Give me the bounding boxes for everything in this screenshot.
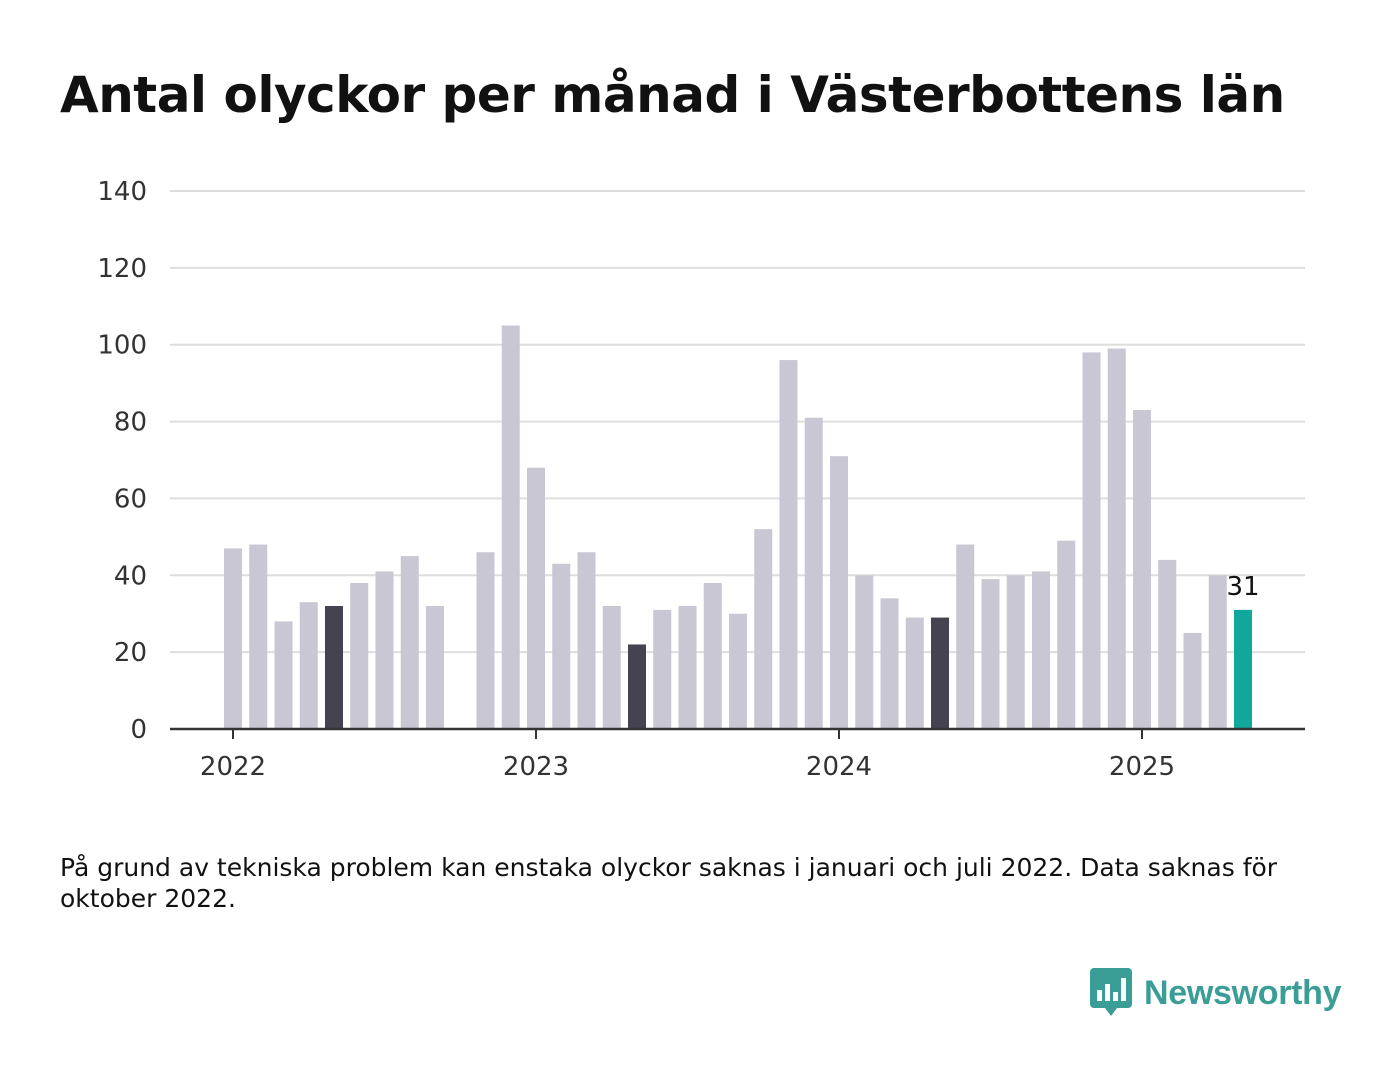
bar-2024-09 [1032, 571, 1050, 729]
bar-2024-12 [1107, 348, 1126, 729]
bar-2023-01 [527, 467, 545, 729]
latest-value-label: 31 [1226, 572, 1259, 602]
y-tick-label: 80 [114, 408, 147, 438]
x-tick-label: 2025 [1109, 752, 1175, 782]
chart-title: Antal olyckor per månad i Västerbottens … [60, 66, 1285, 124]
bar-chart: 0 20 40 60 80 100 120 140 2022 2023 2024 2025 31 [97, 177, 1305, 782]
bar-2024-05 [931, 617, 949, 729]
bar-2024-04 [905, 617, 924, 729]
bar-2024-03 [880, 598, 899, 729]
bar-2022-08 [400, 556, 419, 729]
bar-2025-04 [1208, 575, 1227, 729]
y-tick-label: 60 [114, 484, 147, 514]
x-tick-label: 2022 [200, 752, 266, 782]
bar-2024-08 [1006, 575, 1025, 729]
y-tick-label: 140 [97, 177, 147, 207]
bar-2024-07 [981, 579, 1000, 729]
bars [224, 325, 1252, 729]
bar-2023-07 [678, 606, 697, 729]
bar-2025-03 [1183, 632, 1202, 729]
bar-2022-11 [476, 552, 495, 729]
bar-2022-03 [274, 621, 293, 729]
x-tick-label: 2024 [806, 752, 872, 782]
bar-2022-06 [350, 582, 369, 729]
bar-2022-05 [325, 606, 343, 729]
bar-2022-04 [299, 602, 318, 729]
axes: 0 20 40 60 80 100 120 140 2022 2023 2024 2025 [97, 177, 1305, 782]
bar-2023-10 [754, 529, 773, 729]
bar-2025-01 [1133, 410, 1151, 729]
bar-2025-05 [1234, 609, 1252, 729]
brand-name: Newsworthy [1144, 973, 1342, 1012]
bar-2023-12 [804, 417, 823, 729]
bar-2023-06 [653, 609, 672, 729]
newsworthy-logo-icon [1090, 968, 1132, 1016]
y-tick-label: 20 [114, 638, 147, 668]
bar-2023-03 [577, 552, 596, 729]
brand-logo[interactable]: Newsworthy [1090, 968, 1342, 1018]
bar-2024-01 [830, 456, 848, 729]
bar-2024-02 [855, 575, 874, 729]
bar-2022-07 [375, 571, 394, 729]
bar-2025-02 [1158, 559, 1177, 729]
y-tick-label: 100 [97, 331, 147, 361]
chart-footnote: På grund av tekniska problem kan enstaka… [60, 853, 1278, 913]
bar-2024-11 [1082, 352, 1101, 729]
bar-2022-09 [426, 606, 444, 729]
y-tick-label: 0 [130, 715, 147, 745]
bar-2023-11 [779, 360, 798, 729]
bar-2023-05 [628, 644, 646, 729]
bar-2023-08 [703, 582, 722, 729]
bar-2024-10 [1057, 540, 1076, 729]
data-labels: 31 [1226, 572, 1259, 602]
y-tick-label: 40 [114, 561, 147, 591]
bar-2023-09 [729, 613, 747, 729]
y-tick-label: 120 [97, 254, 147, 284]
bar-2024-06 [956, 544, 975, 729]
bar-2023-02 [552, 563, 571, 729]
bar-2023-04 [602, 606, 621, 729]
bar-2022-01 [224, 548, 242, 729]
bar-2022-12 [501, 325, 520, 729]
bar-2022-02 [249, 544, 268, 729]
x-tick-label: 2023 [503, 752, 569, 782]
